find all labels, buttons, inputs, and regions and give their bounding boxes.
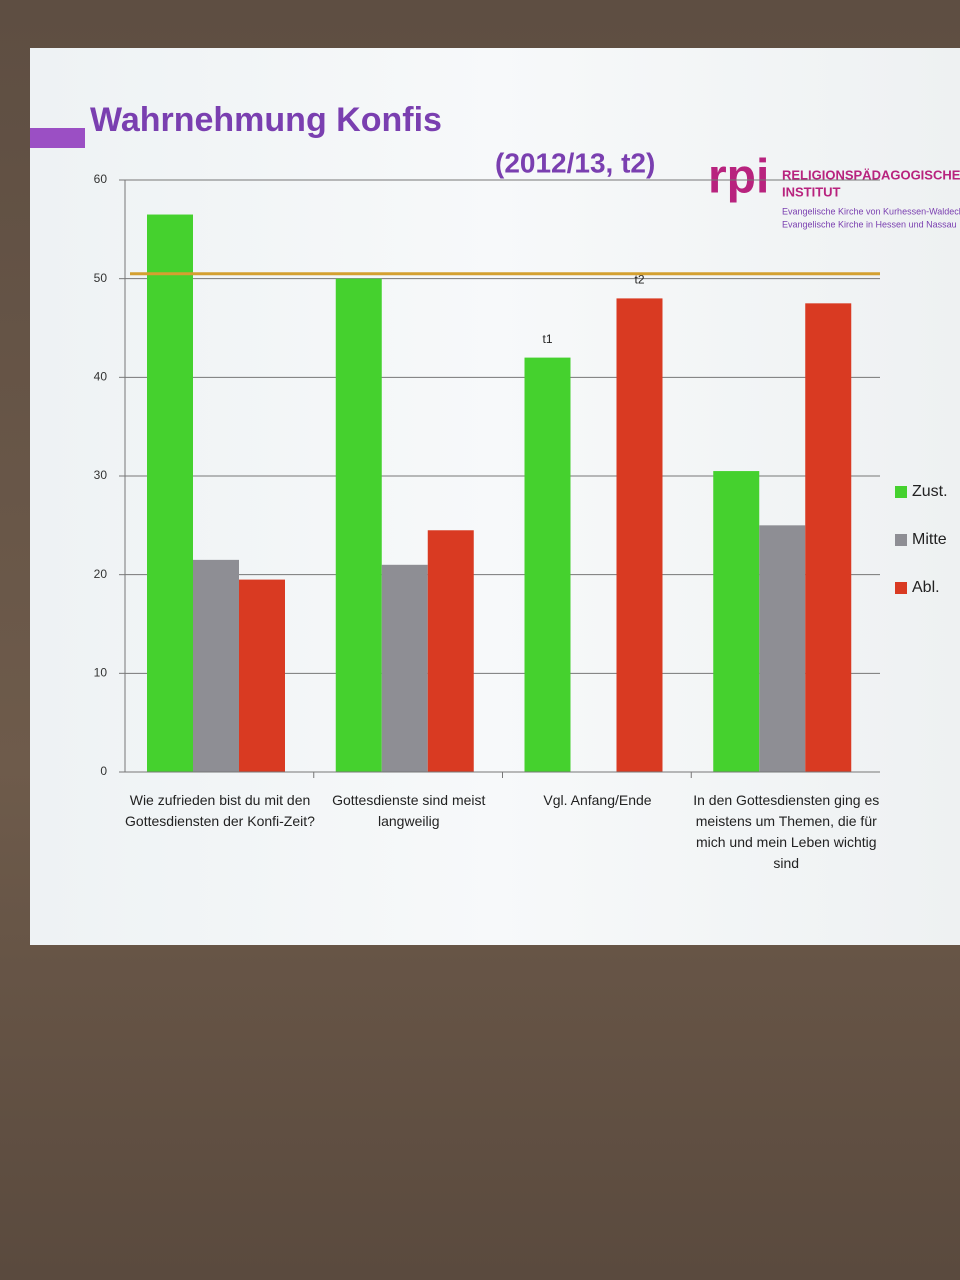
bar: [759, 525, 806, 772]
bar: [427, 530, 474, 772]
x-tick-label: Wie zufrieden bist du mit den Gottesdien…: [125, 792, 315, 829]
legend-label: Abl.: [912, 579, 940, 596]
bar: [335, 278, 382, 772]
bar: [147, 214, 193, 773]
y-tick-label: 40: [94, 370, 108, 384]
x-tick-label: Gottesdienste sind meist langweilig: [332, 792, 486, 829]
logo-name: RELIGIONSPÄDAGOGISCHES: [782, 167, 960, 182]
logo-mark: rpi: [708, 151, 769, 204]
bar: [616, 298, 663, 772]
annotation: t2: [634, 273, 644, 287]
annotation: t1: [542, 332, 552, 346]
y-tick-label: 20: [94, 567, 108, 581]
legend-swatch: [895, 582, 907, 594]
legend-label: Zust.: [912, 483, 948, 500]
bar: [805, 303, 852, 772]
y-tick-label: 30: [94, 468, 108, 482]
x-tick-label: In den Gottesdiensten ging es meistens u…: [693, 792, 880, 871]
bar: [239, 579, 285, 772]
y-tick-label: 60: [94, 172, 108, 186]
chart-subtitle: (2012/13, t2): [495, 147, 655, 178]
logo-church: Evangelische Kirche in Hessen und Nassau: [782, 219, 957, 229]
legend-swatch: [895, 534, 907, 546]
y-tick-label: 50: [94, 271, 108, 285]
logo-name: INSTITUT: [782, 184, 841, 199]
y-tick-label: 0: [100, 764, 107, 778]
x-tick-label: Vgl. Anfang/Ende: [543, 792, 652, 808]
bar: [193, 559, 239, 772]
bar: [381, 564, 428, 772]
logo-church: Evangelische Kirche von Kurhessen-Waldec…: [782, 206, 960, 216]
legend-label: Mitte: [912, 531, 947, 548]
legend-swatch: [895, 486, 907, 498]
bar: [524, 357, 571, 772]
y-tick-label: 10: [94, 666, 108, 680]
bar: [713, 471, 760, 772]
chart-title: Wahrnehmung Konfis: [90, 101, 442, 139]
title-accent: [30, 128, 85, 148]
